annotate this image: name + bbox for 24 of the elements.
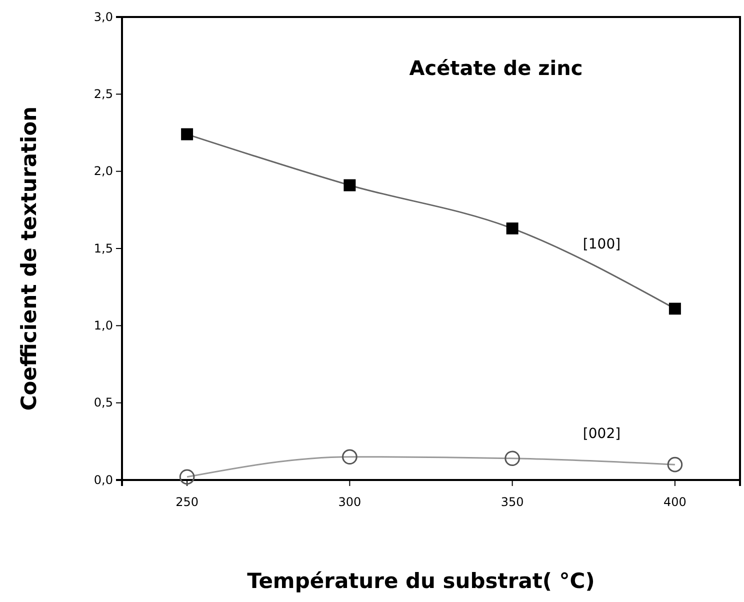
x-tick-label: 350	[500, 494, 524, 509]
point	[506, 222, 518, 234]
y-tick-label: 0,5	[94, 396, 113, 410]
y-tick-label: 1,5	[94, 241, 113, 256]
series-label: [100]	[582, 236, 621, 253]
x-tick-label: 400	[663, 494, 686, 509]
x-axis-title: Température du substrat( °C)	[247, 569, 595, 593]
y-axis-title: Coefficient de texturation	[17, 106, 41, 411]
point	[668, 302, 681, 315]
y-tick-label: 0,0	[94, 472, 113, 487]
y-tick-label: 2,0	[94, 164, 113, 178]
point	[504, 450, 520, 466]
series-label: [002]	[582, 426, 621, 442]
y-tick-label: 3,0	[94, 10, 113, 24]
point	[181, 128, 194, 140]
x-tick-label: 300	[338, 494, 362, 509]
text: Acétate de zinc	[409, 56, 583, 80]
y-tick-label: 1,0	[94, 318, 113, 333]
point	[179, 469, 195, 485]
y-tick-label: 2,5	[94, 87, 113, 102]
point	[667, 456, 683, 472]
x-tick-label: 250	[176, 494, 199, 509]
point	[344, 179, 356, 192]
point	[342, 449, 358, 464]
